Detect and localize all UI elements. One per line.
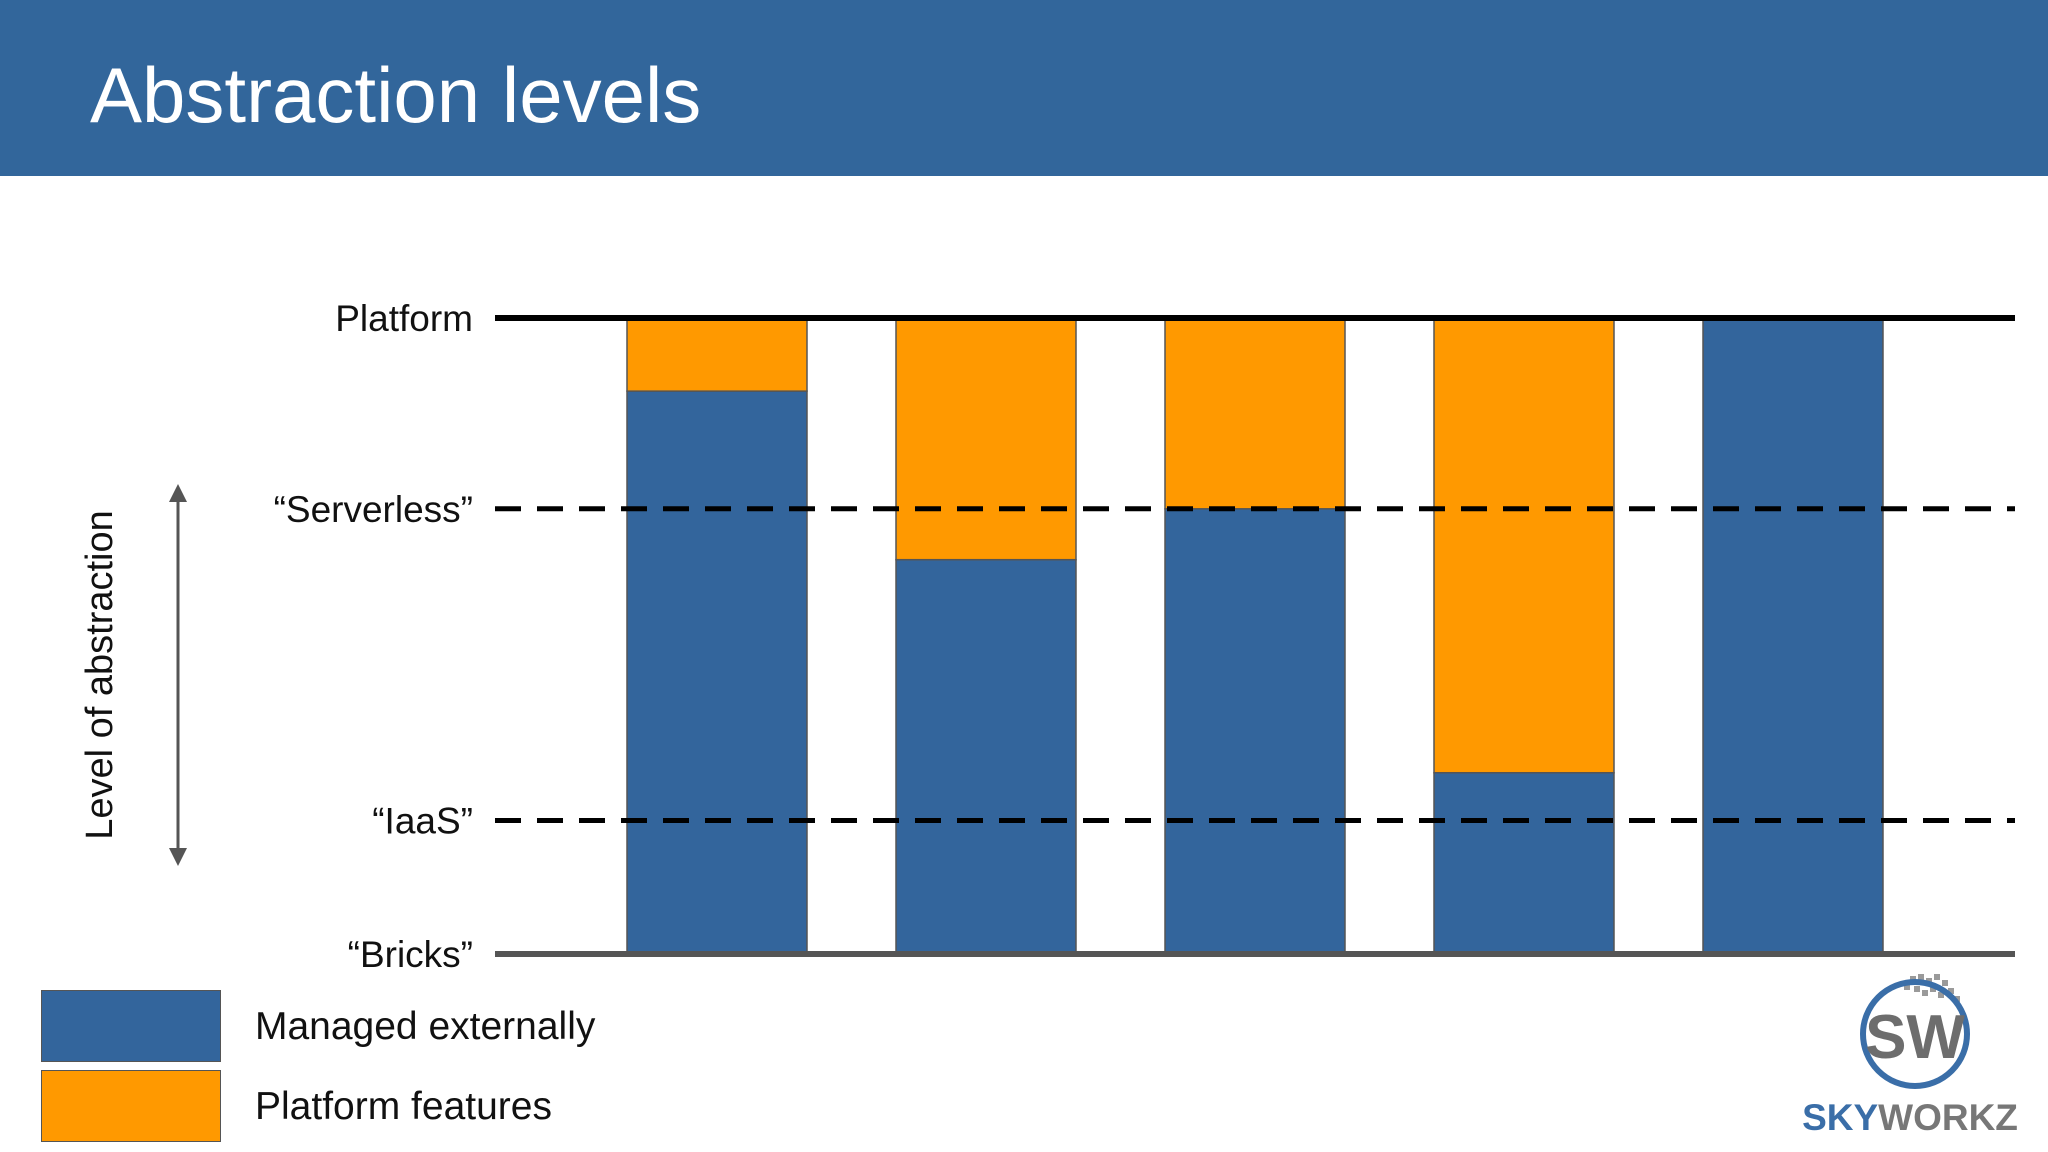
bar-2-platform <box>895 317 1077 561</box>
y-axis-label: Level of abstraction <box>79 510 121 840</box>
legend-swatch-managed <box>41 990 221 1062</box>
level-label-1: “Serverless” <box>274 489 473 530</box>
logo-ring <box>1860 979 1970 1089</box>
bar-2-managed <box>895 558 1077 955</box>
level-label-0: Platform <box>335 298 473 339</box>
legend-label-managed: Managed externally <box>255 1005 596 1048</box>
bar-1-managed <box>626 390 808 955</box>
level-label-3: “Bricks” <box>348 934 473 975</box>
bar-3-platform <box>1164 317 1346 510</box>
arrow-down-icon <box>169 848 187 866</box>
logo-wordmark-workz: WORKZ <box>1878 1097 2018 1138</box>
slide-header: Abstraction levels <box>0 0 2048 176</box>
legend-label-platform: Platform features <box>255 1085 552 1128</box>
arrow-up-icon <box>169 484 187 502</box>
bar-4-platform <box>1433 317 1615 774</box>
bar-5-managed <box>1702 317 1884 955</box>
abstraction-axis: Level of abstraction <box>79 484 187 866</box>
logo-monogram: SW <box>1865 1003 1965 1072</box>
bars-group <box>626 317 1884 955</box>
bar-4-managed <box>1433 771 1615 955</box>
slide-title: Abstraction levels <box>90 51 702 139</box>
legend-swatch-platform <box>41 1070 221 1142</box>
skyworkz-logo: SW SKYWORKZ <box>1802 974 2018 1138</box>
bar-1-platform <box>626 317 808 392</box>
bar-3-managed <box>1164 508 1346 955</box>
logo-wordmark: SKYWORKZ <box>1802 1097 2018 1138</box>
level-lines-group: Platform “Serverless” “IaaS” “Bricks” <box>274 298 2015 975</box>
logo-wordmark-sky: SKY <box>1802 1097 1878 1138</box>
level-label-2: “IaaS” <box>372 800 473 841</box>
